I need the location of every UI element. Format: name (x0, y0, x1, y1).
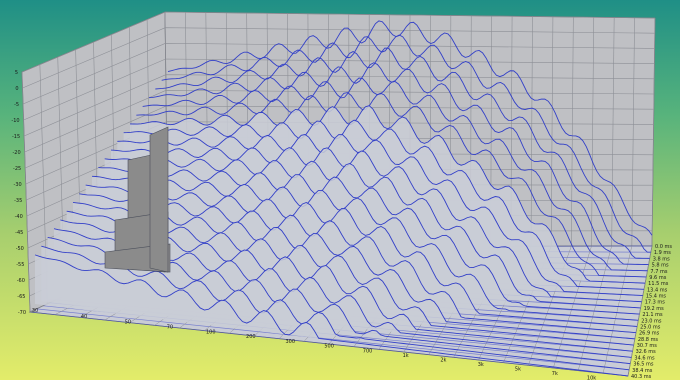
time-tick-label: 19.2 ms (644, 306, 665, 312)
x-tick-label: 5k (515, 367, 521, 373)
time-tick-label: 36.5 ms (633, 362, 654, 368)
y-tick-label: -35 (14, 198, 22, 204)
time-tick-label: 21.1 ms (642, 312, 663, 318)
time-tick-label: 9.6 ms (649, 275, 666, 281)
y-tick-label: -60 (17, 278, 25, 284)
x-tick-label: 3k (478, 362, 484, 368)
y-tick-label: -25 (13, 166, 21, 172)
y-tick-label: -15 (12, 134, 20, 140)
x-tick-label: 7k (552, 371, 558, 377)
y-tick-label: -10 (11, 118, 19, 124)
time-tick-label: 34.6 ms (634, 355, 655, 361)
y-tick-label: 5 (15, 70, 18, 76)
y-tick-label: -40 (15, 214, 23, 220)
x-tick-label: 500 (324, 344, 334, 350)
x-tick-label: 40 (81, 314, 87, 320)
y-tick-label: -45 (15, 230, 23, 236)
time-tick-label: 5.8 ms (652, 263, 669, 269)
time-tick-label: 30.7 ms (637, 343, 658, 349)
time-tick-label: 32.6 ms (636, 349, 657, 355)
time-tick-label: 1.9 ms (654, 250, 671, 256)
x-tick-label: 10k (587, 376, 596, 380)
time-tick-label: 38.4 ms (632, 368, 653, 374)
y-tick-label: -50 (16, 246, 24, 252)
x-tick-label: 200 (246, 334, 256, 340)
time-tick-label: 40.3 ms (631, 374, 652, 380)
time-tick-label: 28.8 ms (638, 337, 659, 343)
time-tick-label: 7.7 ms (650, 269, 667, 275)
y-tick-label: -5 (14, 102, 19, 108)
x-tick-label: 50 (125, 319, 131, 325)
time-tick-label: 0.0 ms (655, 244, 672, 250)
x-tick-label: 30 (32, 308, 38, 314)
y-tick-label: -30 (14, 182, 22, 188)
y-tick-label: -20 (12, 150, 20, 156)
x-tick-label: 100 (206, 329, 216, 335)
y-tick-label: 0 (15, 86, 18, 92)
time-tick-label: 11.5 ms (648, 281, 669, 287)
time-tick-label: 23.0 ms (641, 318, 662, 324)
x-tick-label: 700 (363, 348, 373, 354)
x-tick-label: 300 (285, 339, 295, 345)
time-tick-label: 15.4 ms (646, 294, 667, 300)
x-tick-label: 2k (440, 358, 446, 364)
time-tick-label: 17.3 ms (645, 300, 666, 306)
y-tick-label: -65 (17, 294, 25, 300)
time-tick-label: 13.4 ms (647, 287, 668, 293)
time-tick-label: 26.9 ms (639, 331, 660, 337)
y-tick-label: -55 (16, 262, 24, 268)
x-tick-label: 70 (167, 324, 173, 330)
time-tick-label: 25.0 ms (640, 324, 661, 330)
side-step (150, 127, 168, 272)
time-tick-label: 3.8 ms (653, 256, 670, 262)
x-tick-label: 1k (403, 353, 409, 359)
y-tick-label: -70 (18, 310, 26, 316)
